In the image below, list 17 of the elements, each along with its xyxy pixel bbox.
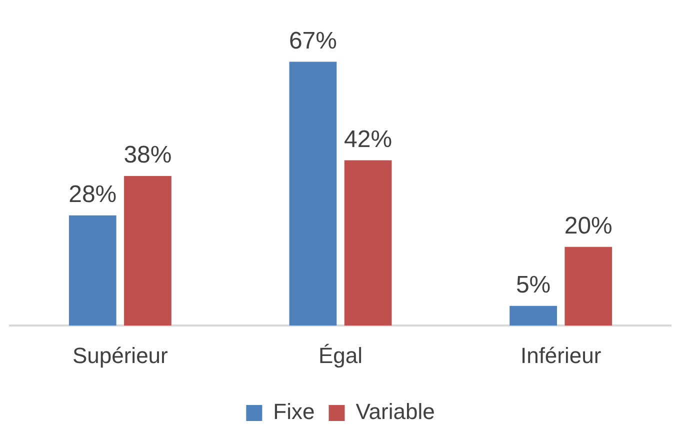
bar bbox=[124, 176, 172, 326]
data-label: 28% bbox=[68, 180, 117, 208]
x-tick-label: Égal bbox=[318, 342, 363, 368]
x-tick-label: Supérieur bbox=[72, 342, 168, 368]
bar bbox=[289, 62, 337, 326]
x-tick-label: Inférieur bbox=[520, 342, 602, 368]
data-label: 20% bbox=[564, 212, 612, 240]
legend-label: Fixe bbox=[273, 399, 315, 424]
bar bbox=[564, 246, 612, 326]
legend-label: Variable bbox=[356, 399, 435, 424]
data-label: 38% bbox=[124, 142, 172, 169]
data-label: 42% bbox=[344, 126, 392, 153]
data-label: 67% bbox=[288, 27, 337, 54]
bar bbox=[344, 160, 392, 326]
bar bbox=[68, 215, 116, 326]
data-label: 5% bbox=[516, 272, 551, 299]
bar bbox=[510, 306, 557, 326]
